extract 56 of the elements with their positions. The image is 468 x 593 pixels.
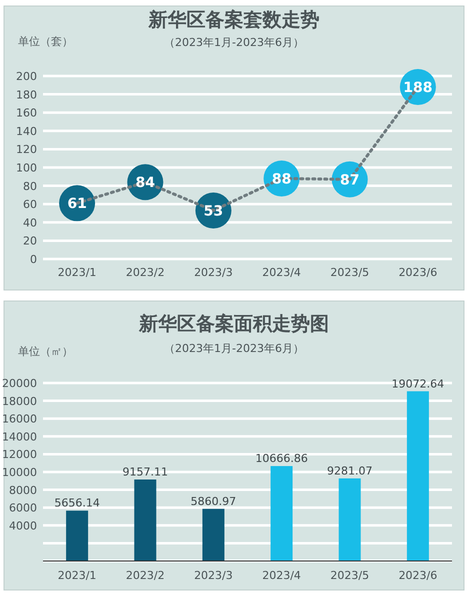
y-axis-title: 单位（套） [18,35,73,48]
y-tick-label: 200 [16,70,37,83]
data-label: 84 [136,175,156,192]
x-tick-label: 2023/5 [330,569,370,582]
data-label: 188 [403,80,433,96]
data-label: 87 [340,172,360,188]
x-tick-label: 2023/2 [126,266,165,279]
chart-title: 新华区备案套数走势 [148,9,320,31]
x-tick-label: 2023/2 [126,569,165,582]
y-tick-label: 6000 [9,502,37,515]
x-tick-label: 2023/3 [194,569,233,582]
y-tick-label: 100 [16,162,37,174]
data-label: 9281.07 [327,464,372,478]
bar [406,391,429,561]
x-tick-label: 2023/6 [398,266,438,279]
y-tick-label: 20 [23,234,37,248]
data-label: 5656.14 [54,496,100,510]
bar [134,480,156,561]
y-tick-label: 60 [23,198,37,212]
data-label: 88 [272,171,292,188]
y-tick-label: 80 [23,180,37,193]
x-tick-label: 2023/5 [330,266,370,279]
y-tick-label: 120 [16,143,37,156]
data-label: 53 [204,204,224,220]
x-tick-label: 2023/3 [194,266,233,279]
y-tick-label: 14000 [2,430,37,444]
y-tick-label: 160 [16,106,37,120]
x-tick-label: 2023/1 [58,266,96,279]
data-label: 9157.11 [122,466,168,478]
y-tick-label: 16000 [2,412,37,426]
y-tick-label: 12000 [2,448,37,462]
x-tick-label: 2023/6 [398,569,438,582]
data-label: 10666.86 [255,452,308,466]
y-axis-title: 单位（㎡） [18,345,73,358]
y-tick-label: 0 [30,253,37,266]
x-tick-label: 2023/4 [262,569,301,582]
bar [270,466,293,561]
y-tick-label: 20000 [2,377,37,390]
y-tick-label: 18000 [2,394,37,408]
y-tick-label: 40 [23,216,37,230]
bar [66,510,88,561]
x-tick-label: 2023/4 [262,266,301,279]
chart-title: 新华区备案面积走势图 [138,313,329,335]
chart-subtitle: （2023年1月-2023年6月） [164,36,304,49]
bar [338,478,361,561]
y-tick-label: 8000 [9,484,37,497]
data-label: 5860.97 [190,494,236,508]
data-label: 19072.64 [392,377,444,390]
y-tick-label: 4000 [9,519,37,532]
x-tick-label: 2023/1 [58,569,96,582]
y-tick-label: 180 [16,88,37,102]
bar [202,508,224,561]
y-tick-label: 140 [16,124,37,138]
chart-subtitle: （2023年1月-2023年6月） [164,342,304,355]
y-tick-label: 10000 [2,466,37,479]
data-label: 61 [67,196,87,212]
